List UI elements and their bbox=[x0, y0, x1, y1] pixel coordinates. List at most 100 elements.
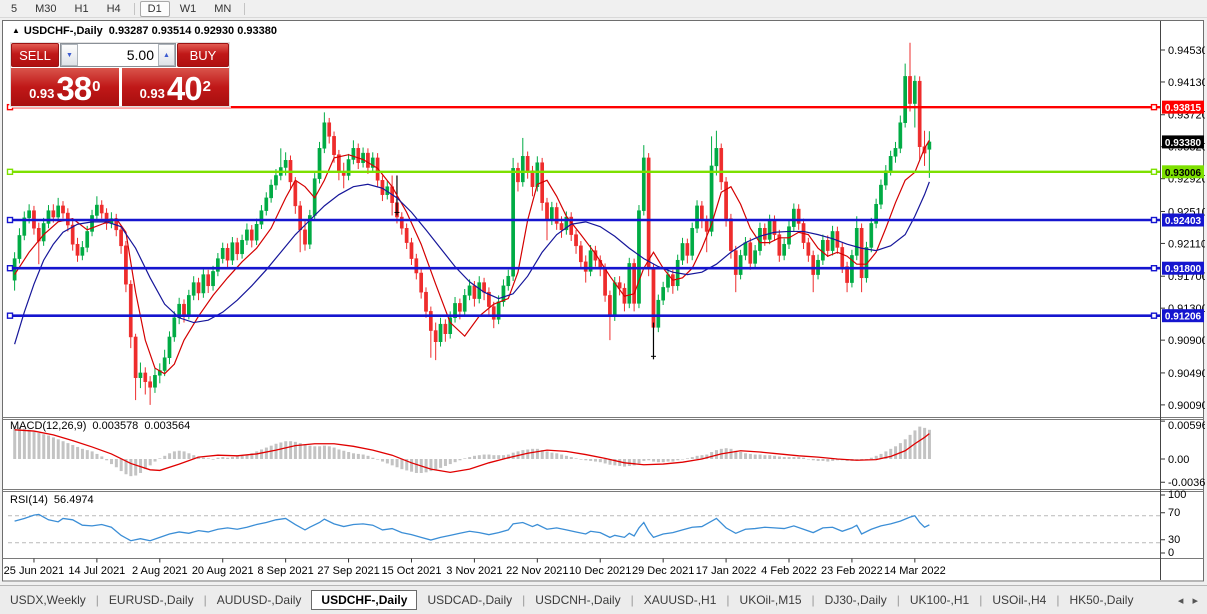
period-button-d1[interactable]: D1 bbox=[139, 0, 170, 17]
price-badge-0.93815 bbox=[1162, 100, 1204, 114]
line-handle[interactable] bbox=[1150, 103, 1158, 111]
chart-tab-usdx-weekly[interactable]: USDX,Weekly bbox=[10, 593, 86, 607]
macd-name: MACD(12,26,9) bbox=[10, 420, 87, 432]
svg-text:0.005963: 0.005963 bbox=[1168, 420, 1205, 432]
sell-price[interactable]: 0.93 38 0 bbox=[11, 68, 119, 106]
buy-price[interactable]: 0.93 40 2 bbox=[121, 68, 229, 107]
period-button-5[interactable]: 5 bbox=[11, 2, 18, 15]
date-tick-label: 17 Jan 2022 bbox=[696, 565, 757, 577]
sell-price-prefix: 0.93 bbox=[29, 86, 55, 101]
symbol-ohlc: 0.93287 0.93514 0.92930 0.93380 bbox=[108, 25, 277, 37]
macd-main-value: 0.003578 bbox=[92, 420, 139, 432]
period-button-h1[interactable]: H1 bbox=[74, 2, 89, 15]
line-handle[interactable] bbox=[1150, 265, 1158, 272]
macd-indicator-label: MACD(12,26,9) 0.003578 0.003564 bbox=[10, 420, 190, 432]
period-button-m30[interactable]: M30 bbox=[35, 2, 57, 15]
svg-text:0.91800: 0.91800 bbox=[1165, 264, 1202, 275]
ma-slow-line bbox=[14, 181, 930, 345]
date-tick-label: 14 Jul 2021 bbox=[68, 565, 125, 577]
tab-separator: | bbox=[630, 593, 634, 607]
symbol-name: USDCHF-,Daily bbox=[23, 25, 103, 37]
svg-text:-0.00366: -0.00366 bbox=[1168, 477, 1205, 489]
chart-tab-usdchf-daily[interactable]: USDCHF-,Daily bbox=[311, 590, 418, 610]
chart-tab-xauusd-h1[interactable]: XAUUSD-,H1 bbox=[643, 593, 717, 607]
buy-price-big: 40 bbox=[166, 70, 203, 107]
chart-tab-eurusd-daily[interactable]: EURUSD-,Daily bbox=[108, 593, 194, 607]
chart-tab-usoil-h4[interactable]: USOil-,H4 bbox=[992, 593, 1047, 607]
chart-tab-usdcad-daily[interactable]: USDCAD-,Daily bbox=[427, 593, 513, 607]
line-handle[interactable] bbox=[6, 265, 14, 272]
line-handle[interactable] bbox=[6, 312, 14, 319]
chevron-up-icon: ▲ bbox=[163, 51, 170, 59]
svg-text:0.90090: 0.90090 bbox=[1168, 400, 1205, 412]
macd-signal-value: 0.003564 bbox=[144, 420, 191, 432]
svg-text:0.92403: 0.92403 bbox=[1165, 216, 1202, 227]
chart-canvas[interactable]: 0.945300.941300.937200.933200.929200.925… bbox=[2, 20, 1205, 582]
price-badge-0.91206 bbox=[1162, 309, 1204, 323]
date-tick-label: 14 Mar 2022 bbox=[884, 565, 946, 577]
volume-decrease-button[interactable]: ▼ bbox=[61, 44, 78, 66]
tab-separator: | bbox=[811, 593, 815, 607]
date-tick-label: 15 Oct 2021 bbox=[382, 565, 442, 577]
chart-tab-audusd-daily[interactable]: AUDUSD-,Daily bbox=[216, 593, 302, 607]
toolbar-divider bbox=[133, 2, 135, 15]
sell-price-sup: 0 bbox=[92, 78, 101, 95]
line-handle[interactable] bbox=[1150, 216, 1158, 224]
chart-tab-ukoil-m15[interactable]: UKOil-,M15 bbox=[739, 593, 802, 607]
svg-text:0.93006: 0.93006 bbox=[1165, 168, 1202, 179]
date-tick-label: 8 Sep 2021 bbox=[257, 565, 313, 577]
tab-separator: | bbox=[95, 593, 99, 607]
volume-stepper: ▼ 5.00 ▲ bbox=[60, 43, 176, 67]
tab-separator: | bbox=[726, 593, 730, 607]
symbol-title: ▲ USDCHF-,Daily 0.93287 0.93514 0.92930 0.… bbox=[12, 25, 277, 37]
line-handle[interactable] bbox=[6, 168, 14, 176]
sell-button[interactable]: SELL bbox=[11, 43, 59, 67]
triangle-up-icon: ▲ bbox=[12, 26, 20, 35]
svg-text:0.90490: 0.90490 bbox=[1168, 368, 1205, 380]
current-price-badge bbox=[1162, 135, 1204, 149]
svg-text:0.92110: 0.92110 bbox=[1168, 238, 1205, 250]
one-click-trading-panel: SELL ▼ 5.00 ▲ BUY 0.93 38 0 0.93 40 2 bbox=[10, 42, 230, 107]
buy-button[interactable]: BUY bbox=[177, 43, 229, 67]
rsi-line bbox=[14, 513, 930, 542]
chart-tab-bar: USDX,Weekly | EURUSD-,Daily | AUDUSD-,Daily U… bbox=[0, 585, 1207, 614]
svg-text:30: 30 bbox=[1168, 534, 1180, 546]
buy-price-prefix: 0.93 bbox=[139, 86, 165, 101]
svg-text:0.00: 0.00 bbox=[1168, 454, 1189, 466]
svg-text:0.94530: 0.94530 bbox=[1168, 45, 1205, 57]
date-tick-label: 22 Nov 2021 bbox=[506, 565, 568, 577]
tab-separator: | bbox=[979, 593, 983, 607]
tab-separator: | bbox=[896, 593, 900, 607]
chart-tab-dj30-daily[interactable]: DJ30-,Daily bbox=[824, 593, 887, 607]
svg-text:0.93380: 0.93380 bbox=[1165, 138, 1202, 149]
svg-text:0.90900: 0.90900 bbox=[1168, 335, 1205, 347]
period-button-mn[interactable]: MN bbox=[214, 2, 232, 15]
tab-separator: | bbox=[203, 593, 207, 607]
volume-increase-button[interactable]: ▲ bbox=[158, 44, 175, 66]
date-tick-label: 29 Dec 2021 bbox=[632, 565, 694, 577]
price-badge-0.91800 bbox=[1162, 261, 1204, 275]
period-button-h4[interactable]: H4 bbox=[106, 2, 121, 15]
chart-tab-hk50-daily[interactable]: HK50-,Daily bbox=[1069, 593, 1134, 607]
date-tick-label: 20 Aug 2021 bbox=[192, 565, 254, 577]
rsi-name: RSI(14) bbox=[10, 494, 48, 506]
chart-tab-usdcnh-daily[interactable]: USDCNH-,Daily bbox=[535, 593, 621, 607]
volume-input[interactable]: 5.00 bbox=[126, 47, 154, 63]
line-handle[interactable] bbox=[1150, 168, 1158, 176]
tabs-scroll-icons[interactable]: ◂ ▸ bbox=[1177, 594, 1201, 607]
date-tick-label: 27 Sep 2021 bbox=[317, 565, 379, 577]
line-handle[interactable] bbox=[6, 216, 14, 224]
timeframe-toolbar: 5 M30 H1 H4 D1 W1 MN bbox=[0, 0, 1207, 18]
toolbar-divider bbox=[244, 2, 246, 15]
period-button-w1[interactable]: W1 bbox=[179, 2, 197, 15]
svg-text:100: 100 bbox=[1168, 489, 1186, 501]
price-badge-0.93006 bbox=[1162, 165, 1204, 179]
buy-price-sup: 2 bbox=[202, 78, 211, 95]
line-handle[interactable] bbox=[1150, 312, 1158, 319]
macd-signal-line bbox=[14, 429, 930, 473]
tab-separator: | bbox=[1056, 593, 1060, 607]
date-tick-label: 25 Jun 2021 bbox=[4, 565, 65, 577]
svg-text:0: 0 bbox=[1168, 547, 1174, 559]
chart-tab-uk100-h1[interactable]: UK100-,H1 bbox=[909, 593, 970, 607]
svg-text:0.94130: 0.94130 bbox=[1168, 77, 1205, 89]
